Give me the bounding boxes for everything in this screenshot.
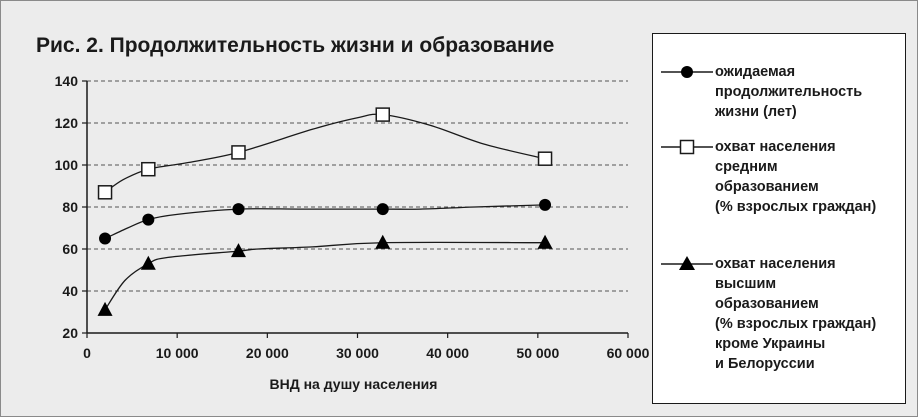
legend-triangle-marker-icon: [661, 256, 713, 270]
chart-title: Рис. 2. Продолжительность жизни и образо…: [36, 34, 555, 57]
series-2-line: [104, 241, 546, 311]
series-2-point-1: [140, 255, 156, 270]
y-tick-label-4: 100: [55, 157, 79, 173]
series-2-point-2: [230, 243, 246, 258]
legend-label-life-expectancy: ожидаемая продолжительность жизни (лет): [715, 64, 863, 120]
y-tick-label-6: 140: [55, 73, 79, 89]
series-1-point-2: [231, 145, 246, 160]
series-0-point-2: [232, 203, 245, 216]
series-1-point-1: [141, 161, 156, 177]
x-tick-label-6: 60 000: [607, 345, 650, 361]
series-0-point-0: [99, 232, 112, 245]
y-tick-label-3: 80: [62, 199, 78, 215]
legend-label-higher-education: охват населения высшим образованием (% в…: [715, 256, 877, 372]
series-0-line: [104, 204, 546, 240]
series-0-point-1: [142, 213, 155, 226]
series-1-point-4: [537, 151, 553, 166]
series-1-line: [104, 113, 546, 193]
y-tick-label-1: 40: [62, 283, 78, 299]
series-0-point-4: [539, 198, 552, 211]
legend-label-secondary-education: охват населения средним образованием (% …: [715, 139, 877, 215]
x-tick-label-3: 30 000: [336, 345, 379, 361]
y-tick-label-5: 120: [55, 115, 79, 131]
x-tick-label-5: 50 000: [516, 345, 559, 361]
x-tick-label-1: 10 000: [156, 345, 199, 361]
legend-square-marker-icon: [661, 139, 713, 155]
series-2-point-4: [537, 234, 553, 249]
x-tick-label-0: 0: [83, 345, 91, 361]
x-tick-label-2: 20 000: [246, 345, 289, 361]
series-1-point-3: [375, 107, 390, 122]
y-tick-label-2: 60: [62, 241, 78, 257]
x-tick-label-4: 40 000: [426, 345, 469, 361]
y-tick-label-0: 20: [62, 325, 78, 341]
chart-legend: ожидаемая продолжительность жизни (лет) …: [652, 33, 906, 404]
series-0-point-3: [376, 203, 389, 216]
series-2-point-0: [97, 301, 113, 316]
series-2-point-3: [375, 234, 391, 249]
series-1-point-0: [97, 185, 113, 200]
x-axis-label: ВНД на душу населения: [270, 376, 438, 392]
legend-circle-marker-icon: [661, 66, 713, 78]
